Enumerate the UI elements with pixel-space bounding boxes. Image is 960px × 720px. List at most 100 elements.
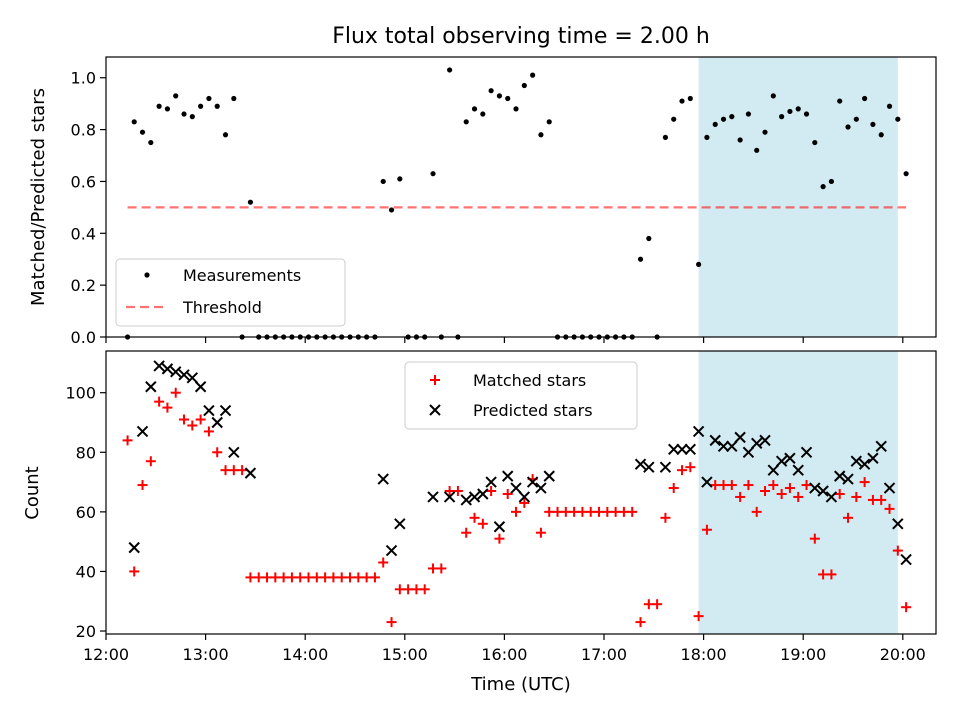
measurement-point [745, 111, 752, 117]
legend-measurement-marker [144, 272, 150, 278]
measurement-point [853, 116, 859, 122]
matched-star-point [784, 483, 795, 494]
predicted-star-point [493, 521, 506, 533]
chart-title: Flux total observing time = 2.00 h [332, 24, 710, 49]
measurement-point [862, 95, 868, 102]
measurement-point [737, 137, 743, 143]
predicted-star-point [767, 464, 780, 476]
predicted-star-point [477, 488, 489, 500]
measurement-point [878, 132, 884, 138]
matched-star-point [519, 497, 530, 508]
count-panel-frame [105, 350, 937, 635]
y-tick-label: 60 [76, 503, 96, 522]
predicted-star-point [726, 440, 738, 453]
matched-star-point [901, 602, 912, 613]
count-panel-y-axis: 20 40 60 80 100 [65, 384, 106, 641]
measurement-point [513, 106, 519, 112]
ratio-panel-y-label: Matched/Predicted stars [28, 88, 49, 306]
measurement-point [820, 184, 826, 190]
measurement-point [712, 121, 718, 128]
matched-star-point [452, 486, 463, 497]
measurement-point [181, 111, 187, 117]
legend-threshold-label: Threshold [182, 298, 262, 317]
measurement-point [488, 88, 494, 94]
ratio-panel: 0.0 0.2 0.4 0.6 0.8 1.0 Matched/Predicted sta… [28, 56, 937, 347]
measurement-point [803, 111, 810, 117]
measurement-point [471, 106, 478, 112]
measurement-point [687, 95, 693, 102]
measurement-point [754, 147, 760, 153]
predicted-star-point [443, 491, 456, 503]
matched-star-point [386, 617, 397, 628]
predicted-star-point [643, 461, 655, 473]
measurement-point [895, 116, 901, 122]
measurement-point [206, 95, 212, 102]
matched-star-point [884, 503, 895, 514]
predicted-star-point [684, 443, 697, 456]
y-tick-label: 0.8 [71, 121, 96, 140]
predicted-star-point [792, 464, 804, 476]
measurement-point [521, 82, 527, 89]
predicted-star-point [136, 425, 149, 438]
measurement-point [380, 178, 386, 185]
measurement-point [222, 132, 229, 138]
measurement-point [247, 199, 254, 205]
predicted-star-point [161, 363, 174, 375]
matched-star-point [212, 447, 223, 458]
matched-star-point [378, 557, 389, 568]
matched-star-point [809, 533, 820, 544]
predicted-star-point [717, 440, 730, 453]
predicted-star-point [211, 416, 223, 429]
matched-star-point [851, 491, 862, 502]
legend-box [115, 258, 346, 327]
matched-star-point [751, 506, 762, 517]
count-panel-y-label: Count [22, 466, 43, 519]
y-tick-label: 80 [76, 443, 96, 462]
predicted-star-point [742, 446, 755, 458]
predicted-star-point [526, 476, 539, 488]
measurement-point [173, 93, 179, 99]
measurement-point [679, 98, 685, 104]
y-tick-label: 0.2 [71, 276, 96, 295]
matched-star-point [511, 506, 522, 517]
predicted-star-point [784, 452, 796, 464]
predicted-star-point [145, 381, 157, 393]
matched-star-point [187, 420, 198, 431]
y-tick-label: 20 [76, 622, 96, 641]
ratio-panel-legend: Measurements Threshold [115, 258, 346, 327]
predicted-star-point [817, 485, 829, 497]
predicted-star-point [228, 446, 240, 458]
legend-measurements-label: Measurements [183, 266, 301, 285]
x-tick-label: 12:00 [83, 645, 129, 664]
matched-star-point [436, 563, 447, 574]
measurement-point [139, 129, 146, 135]
x-tick-label: 13:00 [183, 645, 229, 664]
matched-star-point [635, 617, 646, 628]
measurement-point [845, 124, 851, 130]
matched-star-point [876, 494, 887, 505]
ratio-panel-frame [105, 56, 937, 338]
matched-star-point [627, 506, 638, 517]
measurement-point [779, 114, 785, 120]
x-tick-label: 16:00 [481, 645, 527, 664]
ratio-panel-y-axis: 0.0 0.2 0.4 0.6 0.8 1.0 [71, 69, 106, 347]
predicted-star-point [518, 491, 531, 503]
predicted-star-point [759, 434, 771, 447]
predicted-star-point [692, 425, 705, 438]
predicted-star-point [825, 491, 838, 503]
measurement-point [828, 178, 835, 185]
measurement-point [463, 119, 469, 125]
matched-star-point [735, 491, 746, 502]
measurement-point [770, 93, 776, 99]
matched-star-point [892, 545, 903, 556]
measurement-point [388, 207, 395, 213]
x-tick-label: 15:00 [382, 645, 428, 664]
predicted-star-point [900, 553, 912, 566]
predicted-star-point [377, 473, 389, 485]
predicted-star-point [892, 518, 904, 530]
measurement-point [870, 121, 876, 128]
predicted-star-point [850, 455, 863, 467]
matched-star-point [469, 512, 480, 523]
measurement-point [480, 111, 486, 117]
matched-star-point [179, 414, 190, 425]
